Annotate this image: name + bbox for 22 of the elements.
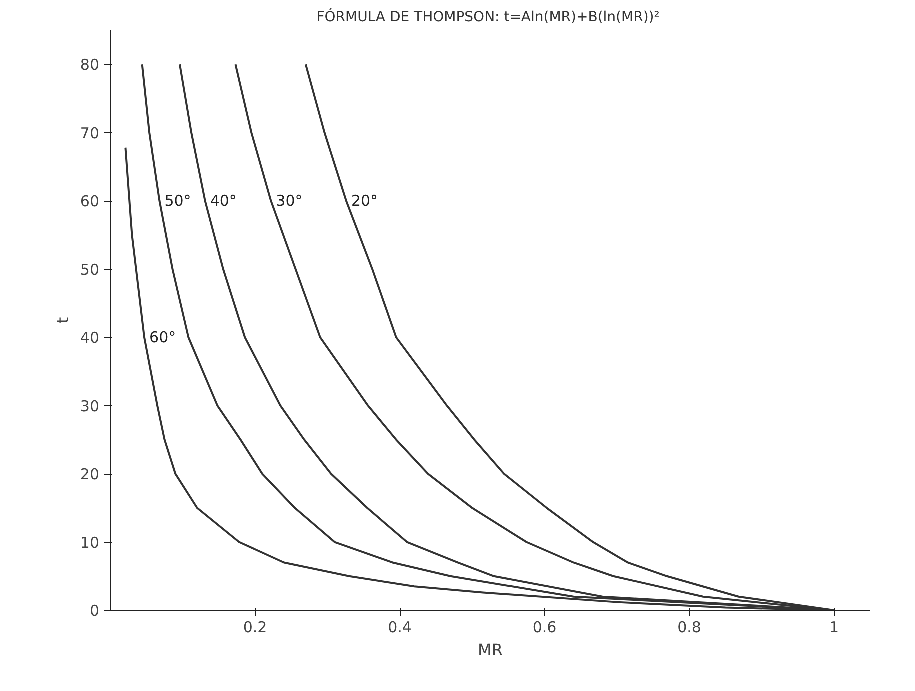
series-label: 20°	[351, 192, 378, 210]
x-tick-label: 0.6	[532, 618, 557, 636]
x-tick-label: 1	[830, 618, 840, 636]
series-label: 60°	[150, 328, 176, 347]
x-tick-label: 0.2	[243, 618, 268, 636]
y-tick-label: 70	[80, 124, 100, 142]
y-tick-label: 60	[80, 192, 100, 211]
chart-title: FÓRMULA DE THOMPSON: t=Aln(MR)+B(ln(MR))²	[316, 8, 660, 26]
y-tick-label: 50	[80, 260, 100, 279]
series-label: 30°	[276, 192, 303, 210]
series-label: 50°	[164, 192, 192, 210]
y-axis-title: t	[53, 317, 72, 324]
y-tick-label: 40	[80, 329, 100, 348]
y-tick-label: 0	[90, 602, 100, 620]
x-tick-label: 0.4	[388, 618, 412, 636]
x-tick-label: 0.8	[678, 618, 702, 636]
y-tick-label: 20	[80, 466, 100, 484]
y-tick-label: 10	[80, 534, 100, 552]
y-tick-label: 30	[80, 397, 100, 416]
x-axis-title: MR	[478, 640, 503, 660]
series-label: 40°	[210, 192, 237, 210]
y-tick-label: 80	[80, 56, 100, 74]
